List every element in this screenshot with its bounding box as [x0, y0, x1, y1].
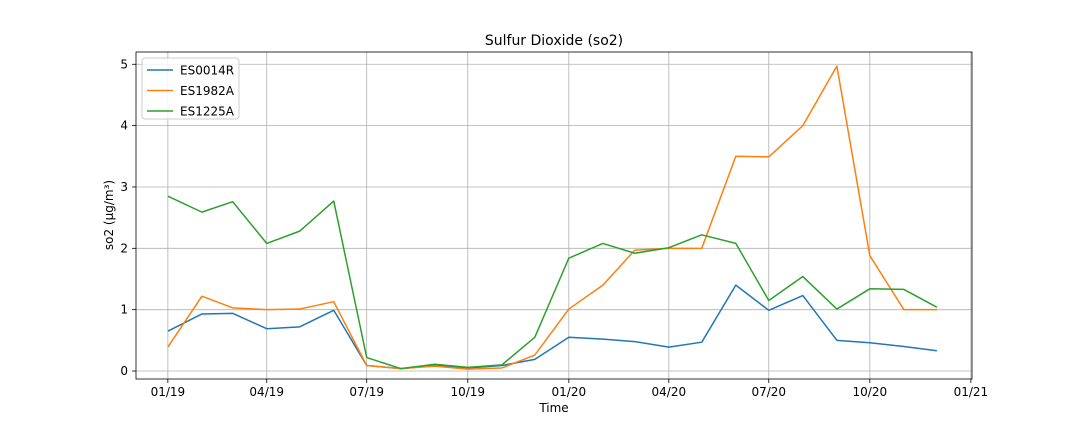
y-tick-label: 4 [120, 119, 128, 133]
series-line-es0014r [167, 284, 937, 370]
x-tick-label: 07/19 [349, 385, 384, 399]
x-tick-label: 10/19 [450, 385, 485, 399]
x-tick-label: 07/20 [751, 385, 786, 399]
x-axis-label: Time [538, 401, 568, 415]
x-tick-label: 04/20 [652, 385, 687, 399]
x-tick-label: 01/21 [954, 385, 989, 399]
chart-title: Sulfur Dioxide (so2) [485, 33, 623, 49]
series-line-es1982a [167, 65, 937, 370]
plot-frame [135, 51, 973, 380]
y-tick-label: 5 [120, 57, 128, 71]
series-line-es1225a [167, 195, 938, 370]
y-tick-label: 0 [120, 364, 128, 378]
series-lines [167, 65, 938, 370]
x-tick-label: 01/19 [151, 385, 186, 399]
legend-label-es1982a: ES1982A [180, 84, 235, 98]
y-tick-label: 3 [120, 180, 128, 194]
legend: ES0014R ES1982A ES1225A [141, 57, 240, 120]
y-tick-label: 1 [120, 303, 128, 317]
x-tick-label: 01/20 [552, 385, 587, 399]
x-tick-label: 04/19 [249, 385, 284, 399]
y-axis-label: so2 (µg/m³) [102, 180, 116, 250]
grid-lines [136, 52, 972, 379]
y-axis-ticks: 0 1 2 3 4 5 [120, 57, 136, 378]
y-tick-label: 2 [120, 241, 128, 255]
legend-label-es0014r: ES0014R [180, 64, 234, 78]
legend-label-es1225a: ES1225A [180, 105, 235, 119]
x-axis-ticks: 01/19 04/19 07/19 10/19 01/20 04/20 07/20 10/20… [151, 379, 989, 399]
legend-box [141, 57, 240, 120]
x-tick-label: 10/20 [853, 385, 888, 399]
